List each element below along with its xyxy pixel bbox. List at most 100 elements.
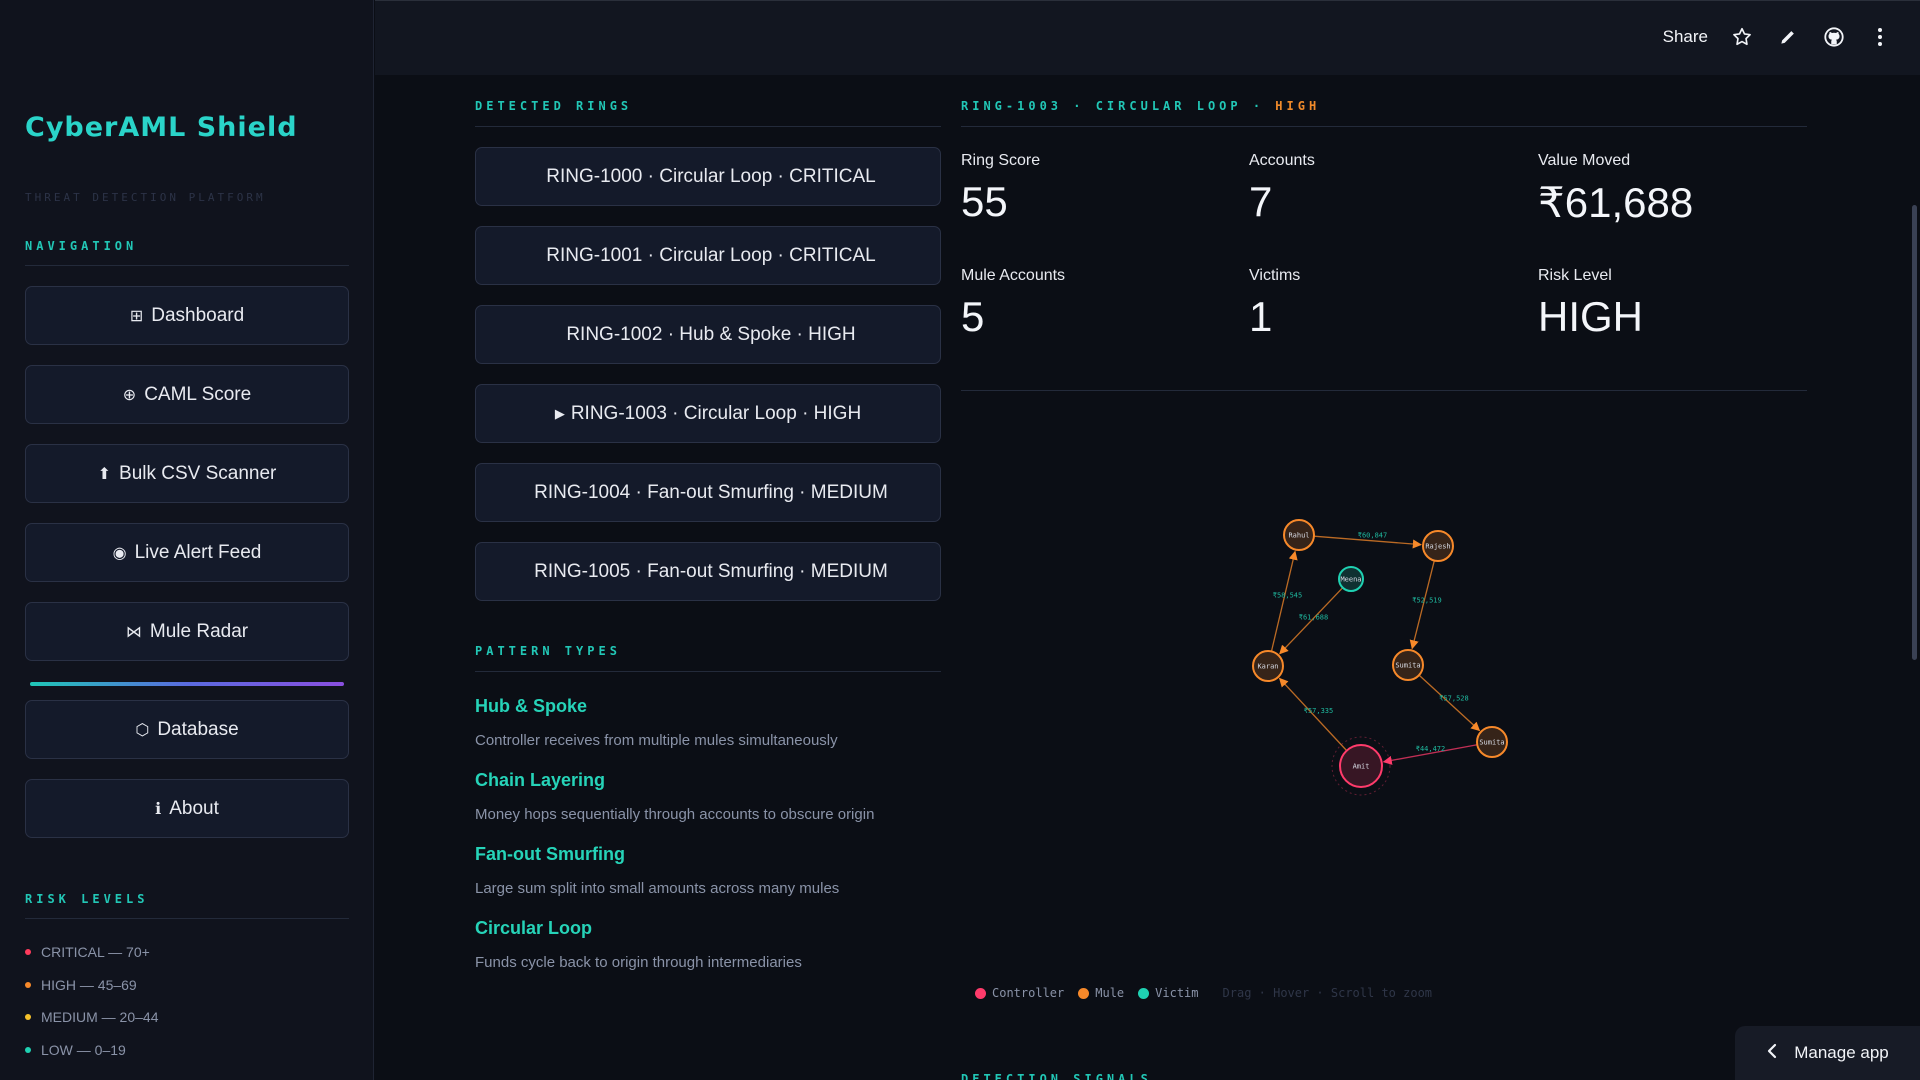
- node-label: Amit: [1353, 763, 1370, 771]
- metric-value-moved: Value Moved ₹61,688: [1538, 152, 1818, 227]
- graph-legend: Controller Mule Victim Drag · Hover · Sc…: [975, 986, 1432, 1000]
- upload-icon: ⬆: [97, 465, 112, 483]
- top-bar: Share: [375, 0, 1920, 75]
- ring-1002-button[interactable]: RING-1002 · Hub & Spoke · HIGH: [475, 305, 941, 364]
- graph-node-rahul[interactable]: Rahul: [1283, 519, 1315, 551]
- graph-node-amit[interactable]: Amit: [1331, 736, 1391, 796]
- divider: [25, 265, 349, 266]
- yellow-dot-icon: [25, 1014, 31, 1020]
- legend-label: Victim: [1155, 986, 1199, 1000]
- metric-value: 5: [961, 293, 985, 340]
- nav-database-button[interactable]: ⬡ Database: [25, 700, 349, 759]
- node-label: Karan: [1257, 663, 1278, 671]
- graph-hint: Drag · Hover · Scroll to zoom: [1222, 986, 1433, 1000]
- metric-value: ₹61,688: [1538, 179, 1694, 226]
- github-icon[interactable]: [1822, 25, 1846, 49]
- graph-node-meena[interactable]: Meena: [1338, 566, 1364, 592]
- nav-label: Mule Radar: [149, 620, 249, 642]
- ring-detail-title: RING-1003 · CIRCULAR LOOP · HIGH: [961, 99, 1320, 113]
- divider: [25, 918, 349, 919]
- ring-1003-button[interactable]: ▶ RING-1003 · Circular Loop · HIGH: [475, 384, 941, 443]
- edge-amount-label: ₹52,519: [1412, 597, 1442, 605]
- risk-label: CRITICAL — 70+: [41, 944, 150, 960]
- manage-app-button[interactable]: Manage app: [1735, 1026, 1920, 1080]
- nav-dashboard-button[interactable]: ⊞ Dashboard: [25, 286, 349, 345]
- manage-app-label: Manage app: [1794, 1043, 1889, 1062]
- risk-level-high: HIGH — 45–69: [25, 977, 137, 993]
- metric-label: Mule Accounts: [961, 267, 1066, 284]
- ring-label: RING-1000 · Circular Loop · CRITICAL: [546, 165, 876, 187]
- ring-1000-button[interactable]: RING-1000 · Circular Loop · CRITICAL: [475, 147, 941, 206]
- edge-amount-label: ₹57,335: [1304, 707, 1334, 715]
- metric-value: 55: [961, 178, 1008, 225]
- scrollbar[interactable]: [1912, 205, 1917, 660]
- pattern-desc: Money hops sequentially through accounts…: [475, 806, 875, 823]
- node-label: Rajesh: [1425, 543, 1450, 551]
- victim-dot-icon: [1138, 987, 1150, 999]
- controller-dot-icon: [975, 987, 986, 999]
- nav-about-button[interactable]: ℹ About: [25, 779, 349, 838]
- mule-dot-icon: [1078, 987, 1090, 999]
- edge-amount-label: ₹60,847: [1358, 532, 1388, 540]
- edge-amount-label: ₹57,528: [1439, 695, 1469, 703]
- radio-dot-icon: ◉: [112, 544, 127, 562]
- ring-detail-title-main: RING-1003 · CIRCULAR LOOP ·: [961, 99, 1276, 113]
- risk-levels-title: RISK LEVELS: [25, 892, 149, 906]
- pattern-name-fan-out-smurfing: Fan-out Smurfing: [475, 844, 625, 864]
- risk-label: HIGH — 45–69: [41, 977, 137, 993]
- grid-icon: ⊞: [129, 307, 144, 325]
- node-label: Sumita: [1395, 662, 1420, 670]
- ring-1004-button[interactable]: RING-1004 · Fan-out Smurfing · MEDIUM: [475, 463, 941, 522]
- hexagon-icon: ⬡: [135, 721, 150, 739]
- ring-1005-button[interactable]: RING-1005 · Fan-out Smurfing · MEDIUM: [475, 542, 941, 601]
- red-dot-icon: [25, 949, 31, 955]
- graph-node-rajesh[interactable]: Rajesh: [1422, 530, 1454, 562]
- metric-mule-accounts: Mule Accounts 5: [961, 267, 1241, 341]
- more-menu-icon[interactable]: [1868, 25, 1892, 49]
- pattern-desc: Controller receives from multiple mules …: [475, 732, 838, 749]
- graph-edge: [1313, 535, 1422, 549]
- graph-edge: [1278, 677, 1348, 752]
- node-label: Rahul: [1288, 532, 1309, 540]
- divider: [961, 126, 1807, 127]
- active-indicator: [30, 682, 344, 686]
- graph-node-sumita2[interactable]: Sumita: [1476, 726, 1508, 758]
- chevron-left-icon: [1766, 1043, 1778, 1064]
- graph-node-sumita1[interactable]: Sumita: [1392, 649, 1424, 681]
- legend-mule: Mule: [1078, 986, 1124, 1000]
- graph-node-karan[interactable]: Karan: [1252, 650, 1284, 682]
- pattern-desc: Funds cycle back to origin through inter…: [475, 954, 802, 971]
- metric-value: HIGH: [1538, 293, 1643, 340]
- play-icon: ▶: [554, 405, 565, 421]
- ring-label: RING-1002 · Hub & Spoke · HIGH: [566, 323, 856, 345]
- metric-label: Victims: [1249, 267, 1301, 284]
- risk-level-medium: MEDIUM — 20–44: [25, 1009, 158, 1025]
- legend-controller: Controller: [975, 986, 1064, 1000]
- bowtie-icon: ⋈: [125, 623, 142, 641]
- edge-amount-label: ₹44,472: [1416, 745, 1446, 753]
- ring-1001-button[interactable]: RING-1001 · Circular Loop · CRITICAL: [475, 226, 941, 285]
- nav-mule-radar-button[interactable]: ⋈ Mule Radar: [25, 602, 349, 661]
- metric-value: 1: [1249, 293, 1273, 340]
- divider: [475, 126, 941, 127]
- ring-network-graph[interactable]: ₹60,847 ₹52,519 ₹57,528 ₹44,472 ₹57,335 ₹58,5…: [961, 392, 1807, 972]
- risk-level-low: LOW — 0–19: [25, 1042, 126, 1058]
- share-button[interactable]: Share: [1662, 27, 1708, 46]
- pattern-name-hub-spoke: Hub & Spoke: [475, 696, 588, 716]
- star-icon[interactable]: [1730, 25, 1754, 49]
- pattern-types-title: PATTERN TYPES: [475, 644, 621, 658]
- ring-label: RING-1001 · Circular Loop · CRITICAL: [546, 244, 876, 266]
- edge-amount-label: ₹58,545: [1273, 592, 1303, 600]
- crosshair-icon: ⊕: [122, 386, 137, 404]
- node-label: Meena: [1340, 576, 1361, 584]
- edge-amount-label: ₹61,688: [1299, 614, 1329, 622]
- nav-caml-score-button[interactable]: ⊕ CAML Score: [25, 365, 349, 424]
- edit-icon[interactable]: [1776, 25, 1800, 49]
- graph-edge: [1409, 560, 1435, 650]
- detected-rings-title: DETECTED RINGS: [475, 99, 633, 113]
- legend-victim: Victim: [1138, 986, 1199, 1000]
- nav-live-alert-feed-button[interactable]: ◉ Live Alert Feed: [25, 523, 349, 582]
- metric-ring-score: Ring Score 55: [961, 152, 1241, 226]
- nav-bulk-csv-scanner-button[interactable]: ⬆ Bulk CSV Scanner: [25, 444, 349, 503]
- metric-label: Ring Score: [961, 152, 1041, 169]
